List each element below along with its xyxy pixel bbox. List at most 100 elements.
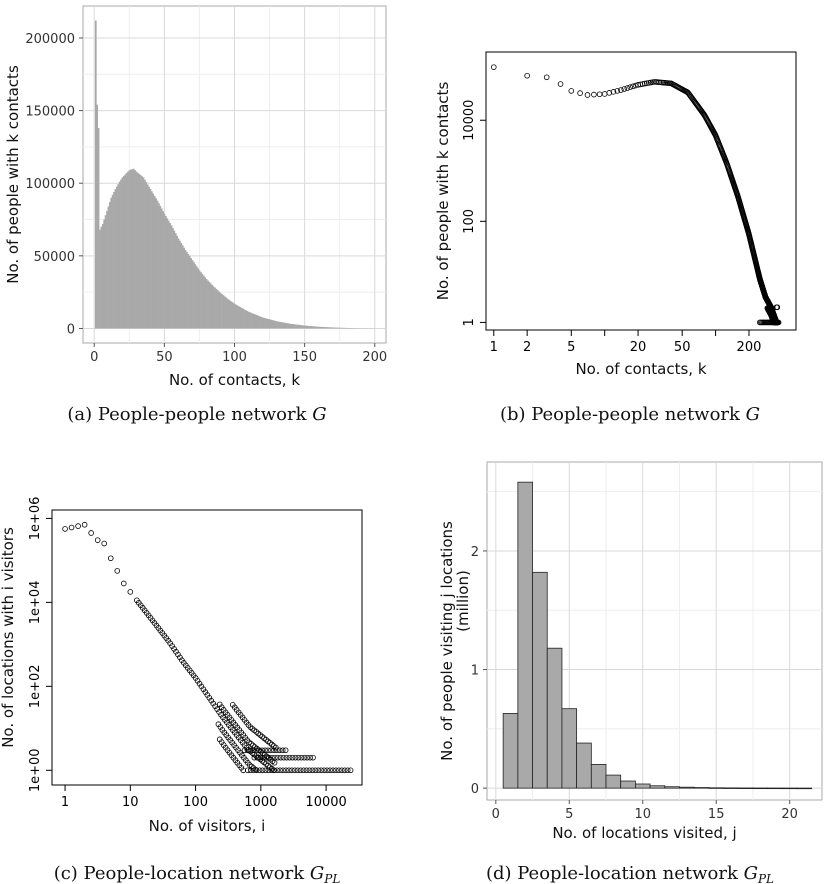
data-point — [204, 692, 211, 698]
bar — [305, 325, 308, 329]
y-axis-label: No. of locations with i visitors — [0, 527, 17, 748]
data-point — [644, 80, 650, 87]
bar — [320, 326, 323, 329]
caption-a: (a) People-people network G — [67, 404, 326, 425]
bar — [160, 208, 163, 329]
data-point — [210, 700, 217, 707]
bar — [292, 324, 295, 329]
bar — [546, 647, 563, 789]
bar — [693, 787, 710, 789]
x-tick-label: 5 — [567, 340, 575, 355]
bar — [317, 326, 320, 329]
bar — [145, 182, 148, 329]
bar — [152, 193, 155, 329]
bar — [129, 169, 132, 329]
bar — [319, 326, 322, 329]
x-tick-label: 1 — [61, 795, 69, 810]
data-point — [256, 747, 263, 754]
data-point — [206, 694, 213, 701]
bar — [148, 186, 150, 329]
bar — [294, 324, 296, 329]
data-point — [218, 739, 225, 745]
bar — [233, 303, 236, 329]
bar — [176, 235, 178, 329]
y-tick-label: 1 — [462, 318, 477, 326]
bar — [267, 318, 270, 329]
x-tick-label: 200 — [737, 340, 762, 355]
data-point — [621, 86, 628, 92]
bar — [247, 311, 250, 329]
bar — [190, 258, 193, 329]
bar — [151, 191, 153, 329]
data-point — [257, 754, 263, 761]
bar — [323, 327, 326, 329]
y-tick-label: 1e+04 — [28, 581, 43, 625]
data-point — [309, 767, 316, 774]
bar — [249, 312, 251, 329]
bar — [298, 324, 301, 329]
x-tick-label: 10 — [634, 807, 651, 822]
data-point — [297, 767, 304, 774]
x-tick-label: 150 — [292, 350, 317, 365]
bar — [346, 327, 348, 329]
bar — [142, 177, 145, 329]
data-point — [62, 526, 68, 532]
bar — [214, 287, 216, 329]
data-point — [301, 754, 308, 761]
data-point — [268, 747, 274, 754]
bar — [149, 189, 152, 329]
bar — [266, 318, 268, 329]
data-point — [196, 680, 203, 687]
data-point — [247, 747, 254, 754]
bar — [184, 250, 187, 329]
data-point — [216, 701, 223, 708]
bar — [752, 787, 769, 790]
data-point — [543, 74, 550, 81]
bar — [207, 280, 209, 329]
bar — [211, 284, 214, 329]
x-tick-label: 0 — [492, 807, 500, 822]
data-point — [251, 754, 258, 761]
x-tick-label: 1 — [490, 340, 498, 355]
data-point — [68, 524, 75, 531]
data-point — [244, 767, 251, 774]
caption-math: G — [746, 404, 760, 425]
bar — [341, 327, 344, 329]
data-point — [336, 767, 342, 774]
bar — [100, 226, 103, 329]
data-point — [295, 754, 302, 761]
bar — [344, 327, 347, 329]
data-point — [94, 537, 101, 543]
bar — [204, 277, 207, 329]
bar — [225, 297, 228, 329]
data-point — [315, 767, 322, 774]
data-point — [591, 91, 597, 98]
scatter-points — [62, 521, 354, 774]
data-point — [268, 767, 275, 774]
bar — [218, 291, 221, 329]
y-axis-label: No. of people with k contacts — [434, 82, 452, 301]
data-point — [283, 767, 289, 774]
bar — [205, 279, 208, 329]
bar — [337, 327, 340, 329]
data-point — [262, 767, 269, 774]
y-tick-label: 1e+00 — [28, 748, 43, 792]
data-point — [627, 84, 634, 90]
bar — [177, 238, 180, 329]
data-point — [215, 721, 222, 728]
bar — [221, 294, 223, 329]
data-point — [289, 767, 295, 774]
y-axis-label: No. of people with k contacts — [4, 65, 22, 284]
data-point — [606, 90, 613, 96]
y-axis-label-unit: (million) — [454, 570, 472, 632]
data-point — [618, 87, 624, 93]
data-point — [101, 540, 108, 547]
bar — [296, 324, 299, 329]
bar — [340, 327, 343, 329]
y-tick-label: 1e+02 — [28, 664, 43, 708]
data-point — [312, 767, 319, 774]
data-point — [327, 767, 333, 774]
bar — [634, 783, 651, 789]
data-point — [298, 754, 305, 761]
